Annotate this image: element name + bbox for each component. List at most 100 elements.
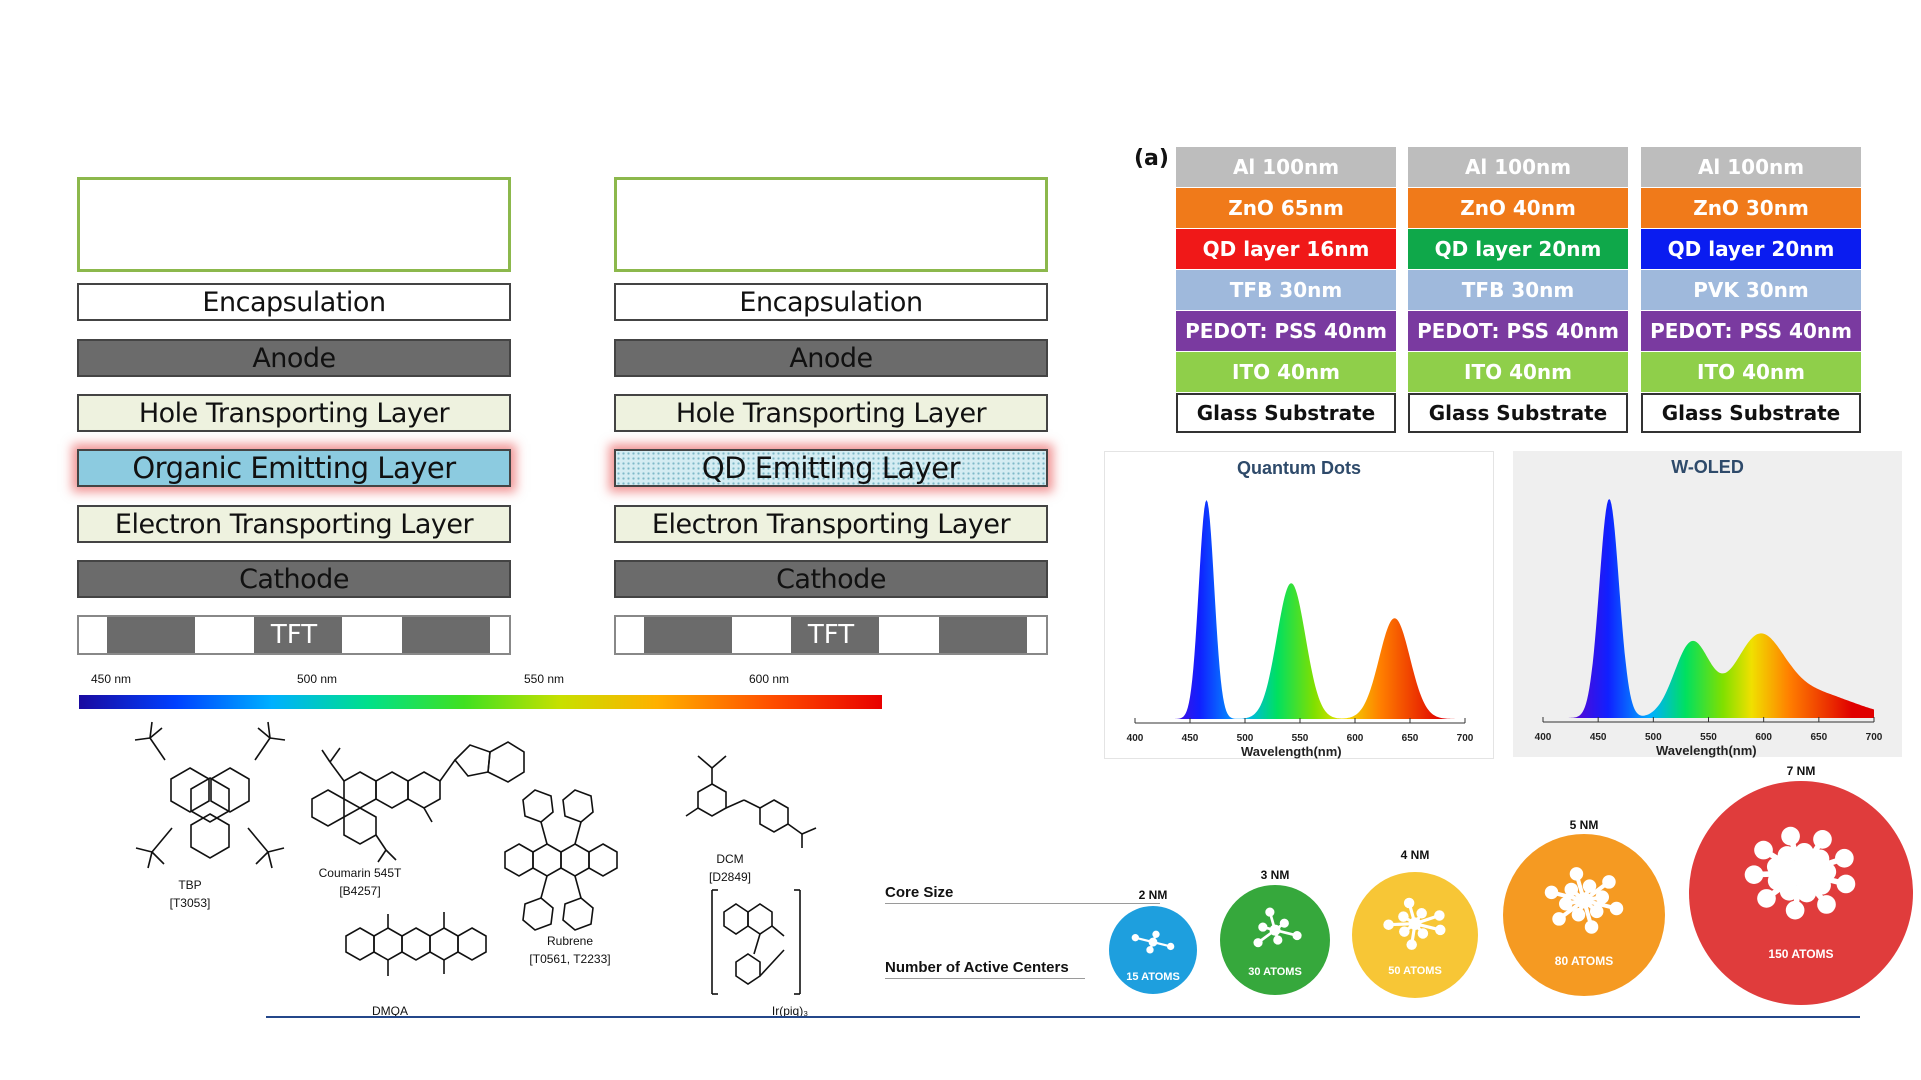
oled-layer-anode: Anode: [77, 339, 511, 377]
molecule-code-tbp: [T3053]: [169, 896, 211, 910]
spectrum-xlabel-qd: Wavelength(nm): [1241, 744, 1342, 759]
device-layer: Al 100nm: [1408, 147, 1628, 187]
device-column-3: Al 100nm ZnO 30nm QD layer 20nm PVK 30nm PED…: [1641, 147, 1861, 437]
atom-count: 30 ATOMS: [1248, 966, 1302, 979]
cluster-icon: [1253, 907, 1302, 948]
x-tick-label: 500: [1237, 733, 1254, 744]
molecule-code-coumarin: [B4257]: [339, 884, 381, 898]
x-tick-label: 450: [1182, 733, 1199, 744]
bottom-rule: [266, 1016, 1860, 1018]
molecule-code-rubrene: [T0561, T2233]: [529, 952, 611, 966]
qd-tft: TFT: [614, 615, 1048, 655]
device-layer: ITO 40nm: [1641, 352, 1861, 392]
x-tick-label: 550: [1700, 732, 1717, 743]
spectrum-xlabel-woled: Wavelength(nm): [1656, 743, 1757, 758]
core-circle: 15 ATOMS: [1109, 906, 1197, 994]
molecule-rubrene: [504, 789, 618, 931]
molecule-dcm: [685, 755, 817, 848]
spectrum-panel-woled: W-OLED 400 450 500 550 600 650 700 Wavelength(…: [1513, 451, 1902, 758]
oled-layer-cathode: Cathode: [77, 560, 511, 598]
qd-layer-emitting: QD Emitting Layer: [614, 449, 1048, 487]
core-circle: 80 ATOMS: [1503, 834, 1665, 996]
core-circle: 150 ATOMS: [1689, 781, 1913, 1005]
device-layer: Glass Substrate: [1408, 393, 1628, 433]
atom-count: 80 ATOMS: [1554, 953, 1614, 968]
device-layer: Glass Substrate: [1641, 393, 1861, 433]
qd-stack: Encapsulation Anode Hole Transporting La…: [614, 177, 1052, 667]
qd-layer-etl: Electron Transporting Layer: [614, 505, 1048, 543]
x-tick-label: 450: [1590, 732, 1607, 743]
core-size-value: 7 NM: [1786, 764, 1816, 778]
core-size-label: Core Size: [885, 884, 954, 901]
spectrum-panel-qd: Quantum Dots 400 450 500 550 600 650 700 Wavel…: [1104, 451, 1494, 759]
spectrum-chart-qd: 400 450 500 550 600 650 700: [1127, 500, 1474, 744]
device-layer: ZnO 30nm: [1641, 188, 1861, 228]
oled-tft-label: TFT: [270, 620, 318, 650]
device-layer: QD layer 20nm: [1641, 229, 1861, 269]
molecule-label-rubrene: Rubrene: [546, 934, 594, 948]
spectrum-title-qd: Quantum Dots: [1237, 458, 1361, 478]
core-size-value: 2 NM: [1138, 888, 1168, 902]
x-tick-label: 700: [1457, 733, 1474, 744]
atom-count: 150 ATOMS: [1768, 946, 1834, 961]
core-size-value: 4 NM: [1400, 848, 1430, 862]
molecule-label-coumarin: Coumarin 545T: [318, 866, 402, 880]
device-layer: PEDOT: PSS 40nm: [1176, 311, 1396, 351]
oled-stack: Encapsulation Anode Hole Transporting La…: [77, 177, 515, 667]
oled-layer-emitting: Organic Emitting Layer: [77, 449, 511, 487]
x-tick-label: 400: [1535, 732, 1552, 743]
core-size-value: 3 NM: [1260, 868, 1290, 882]
spectrum-title-woled: W-OLED: [1671, 457, 1744, 477]
x-tick-label: 500: [1645, 732, 1662, 743]
oled-layer-etl: Electron Transporting Layer: [77, 505, 511, 543]
device-layer: PEDOT: PSS 40nm: [1408, 311, 1628, 351]
qd-tft-label: TFT: [807, 620, 855, 650]
x-tick-label: 400: [1127, 733, 1144, 744]
molecule-label-dcm: DCM: [716, 852, 744, 866]
molecule-coumarin: [311, 741, 525, 863]
qd-layer-encapsulation: Encapsulation: [614, 283, 1048, 321]
x-tick-label: 550: [1292, 733, 1309, 744]
spectrum-chart-woled: 400 450 500 550 600 650 700: [1535, 499, 1883, 743]
core-size-value: 5 NM: [1569, 818, 1599, 832]
molecule-label-irpiq: Ir(piq)₃: [771, 1004, 809, 1018]
x-tick-label: 600: [1755, 732, 1772, 743]
oled-layer-encapsulation: Encapsulation: [77, 283, 511, 321]
device-layer: PVK 30nm: [1641, 270, 1861, 310]
atom-count: 50 ATOMS: [1388, 965, 1442, 978]
active-centers-leader: [885, 978, 1085, 979]
spectrum-bar: [79, 695, 882, 709]
device-layer: PEDOT: PSS 40nm: [1641, 311, 1861, 351]
spectrum-label-600: 600 nm: [749, 672, 790, 686]
device-layer: ZnO 40nm: [1408, 188, 1628, 228]
cluster-icon: [1131, 930, 1175, 954]
x-tick-label: 600: [1347, 733, 1364, 744]
qd-layer-htl: Hole Transporting Layer: [614, 394, 1048, 432]
qd-top-box: [614, 177, 1048, 272]
oled-tft: TFT: [77, 615, 511, 655]
qd-layer-cathode: Cathode: [614, 560, 1048, 598]
device-layer: TFB 30nm: [1408, 270, 1628, 310]
device-layer: ZnO 65nm: [1176, 188, 1396, 228]
core-size-leader: [885, 903, 1160, 904]
device-layer: Al 100nm: [1176, 147, 1396, 187]
device-column-2: Al 100nm ZnO 40nm QD layer 20nm TFB 30nm PED…: [1408, 147, 1628, 437]
active-centers-label: Number of Active Centers: [885, 959, 1069, 976]
qd-layer-anode: Anode: [614, 339, 1048, 377]
spectrum-area: [1135, 500, 1465, 719]
x-tick-label: 650: [1810, 732, 1827, 743]
atom-count: 15 ATOMS: [1126, 971, 1180, 984]
x-tick-label: 650: [1402, 733, 1419, 744]
device-layer: QD layer 20nm: [1408, 229, 1628, 269]
molecule-irpiq: [711, 889, 801, 995]
device-layer: ITO 40nm: [1176, 352, 1396, 392]
spectrum-label-450: 450 nm: [91, 672, 132, 686]
x-tick-label: 700: [1866, 732, 1883, 743]
molecule-code-dcm: [D2849]: [708, 870, 752, 884]
device-layer: TFB 30nm: [1176, 270, 1396, 310]
molecule-label-tbp: TBP: [178, 878, 202, 892]
oled-top-box: [77, 177, 511, 272]
spectrum-area: [1543, 499, 1874, 718]
core-circle: 50 ATOMS: [1352, 872, 1478, 998]
device-layer: QD layer 16nm: [1176, 229, 1396, 269]
